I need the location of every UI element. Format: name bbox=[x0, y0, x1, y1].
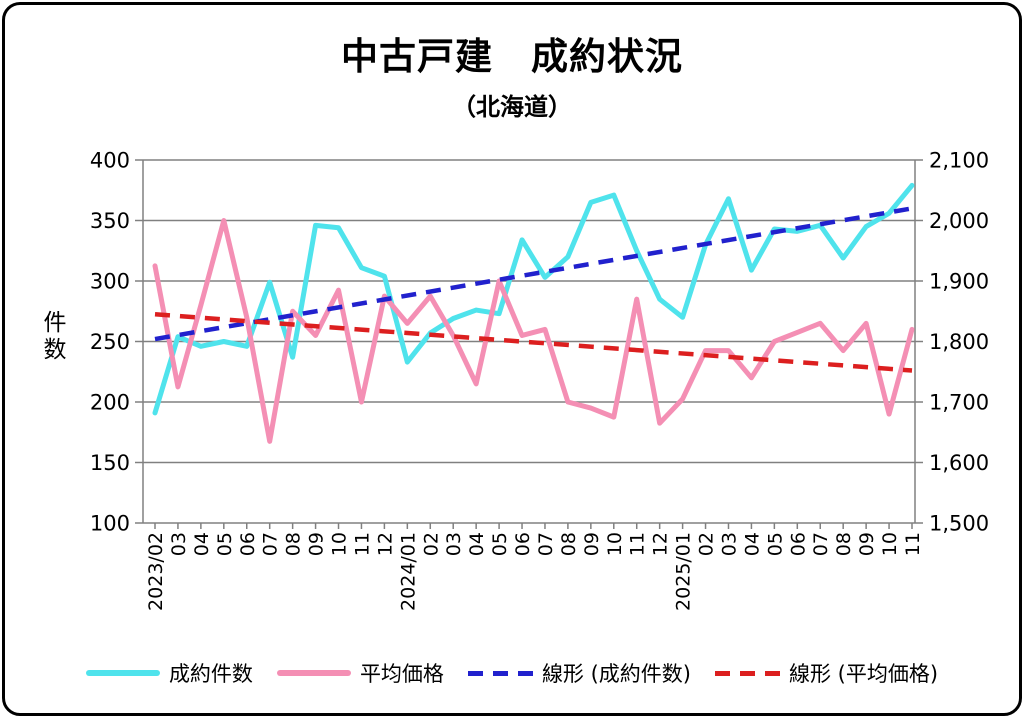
svg-text:1,700: 1,700 bbox=[929, 391, 989, 415]
legend-label-trend-average-price: 線形 (平均価格) bbox=[789, 662, 939, 686]
x-axis-labels: 2023/02 03 04 05 06 07 08 09 10 11 12 2024/01 02 03 04… bbox=[145, 532, 924, 611]
svg-text:08: 08 bbox=[558, 532, 580, 556]
svg-text:06: 06 bbox=[512, 532, 534, 556]
legend-item-trend-contract-count: 線形 (成約件数) bbox=[467, 658, 691, 688]
svg-text:07: 07 bbox=[810, 532, 832, 556]
legend-label-contract-count: 成約件数 bbox=[168, 662, 253, 686]
svg-text:05: 05 bbox=[489, 532, 511, 556]
svg-text:09: 09 bbox=[856, 532, 878, 556]
tick-marks bbox=[135, 159, 923, 529]
svg-text:1,900: 1,900 bbox=[929, 270, 989, 294]
svg-text:10: 10 bbox=[879, 532, 901, 556]
svg-text:05: 05 bbox=[764, 532, 786, 556]
legend-swatch-average-price bbox=[276, 670, 351, 676]
svg-text:12: 12 bbox=[650, 532, 672, 556]
trend-line-3 bbox=[154, 312, 913, 373]
svg-text:1,800: 1,800 bbox=[929, 330, 989, 354]
svg-text:04: 04 bbox=[191, 532, 213, 556]
svg-text:2,000: 2,000 bbox=[929, 209, 989, 233]
svg-text:12: 12 bbox=[374, 532, 396, 556]
svg-text:08: 08 bbox=[283, 532, 305, 556]
svg-text:350: 350 bbox=[90, 209, 130, 233]
svg-text:04: 04 bbox=[741, 532, 763, 556]
svg-text:02: 02 bbox=[696, 532, 718, 556]
svg-text:03: 03 bbox=[168, 532, 190, 556]
svg-text:1,500: 1,500 bbox=[929, 512, 989, 536]
svg-text:09: 09 bbox=[306, 532, 328, 556]
chart-title: 中古戸建 成約状況 bbox=[341, 35, 683, 78]
series-line-1 bbox=[152, 218, 915, 444]
svg-text:10: 10 bbox=[604, 532, 626, 556]
svg-text:300: 300 bbox=[90, 270, 130, 294]
legend-label-average-price: 平均価格 bbox=[359, 662, 444, 686]
svg-text:02: 02 bbox=[420, 532, 442, 556]
svg-text:04: 04 bbox=[466, 532, 488, 556]
legend-swatch-trend-average-price bbox=[715, 670, 780, 676]
svg-text:200: 200 bbox=[90, 391, 130, 415]
svg-text:2023/02: 2023/02 bbox=[145, 532, 167, 611]
legend-item-average-price: 平均価格 bbox=[276, 658, 444, 688]
svg-text:2,100: 2,100 bbox=[929, 149, 989, 173]
legend-label-trend-contract-count: 線形 (成約件数) bbox=[541, 662, 691, 686]
left-axis-tick-labels: 400 350 300 250 200 150 100 bbox=[90, 149, 130, 536]
svg-text:11: 11 bbox=[351, 532, 373, 556]
svg-text:07: 07 bbox=[260, 532, 282, 556]
svg-text:2025/01: 2025/01 bbox=[673, 532, 695, 611]
legend-swatch-trend-contract-count bbox=[467, 670, 533, 676]
svg-text:08: 08 bbox=[833, 532, 855, 556]
svg-text:03: 03 bbox=[443, 532, 465, 556]
svg-text:2024/01: 2024/01 bbox=[397, 532, 419, 611]
svg-text:100: 100 bbox=[90, 512, 130, 536]
svg-text:06: 06 bbox=[237, 532, 259, 556]
legend: 成約件数 平均価格 線形 (成約件数) 線形 (平均価格) bbox=[0, 658, 1024, 688]
left-axis-title: 件数 bbox=[44, 310, 67, 363]
legend-item-trend-average-price: 線形 (平均価格) bbox=[715, 658, 938, 688]
legend-swatch-contract-count bbox=[85, 670, 160, 676]
right-axis-tick-labels: 2,100 2,000 1,900 1,800 1,700 1,600 1,500 bbox=[929, 149, 989, 536]
svg-text:07: 07 bbox=[535, 532, 557, 556]
svg-text:11: 11 bbox=[902, 532, 924, 556]
svg-text:数: 数 bbox=[44, 337, 67, 363]
svg-text:400: 400 bbox=[90, 149, 130, 173]
svg-text:1,600: 1,600 bbox=[929, 451, 989, 475]
svg-text:10: 10 bbox=[329, 532, 351, 556]
svg-text:09: 09 bbox=[581, 532, 603, 556]
series-line-0 bbox=[152, 182, 915, 416]
trend-line-2 bbox=[154, 206, 913, 342]
svg-text:150: 150 bbox=[90, 451, 130, 475]
svg-text:11: 11 bbox=[627, 532, 649, 556]
chart-subtitle: （北海道） bbox=[452, 93, 572, 121]
gridlines bbox=[143, 159, 915, 524]
svg-text:件: 件 bbox=[44, 310, 67, 336]
svg-text:03: 03 bbox=[718, 532, 740, 556]
legend-item-contract-count: 成約件数 bbox=[85, 658, 253, 688]
svg-text:250: 250 bbox=[90, 330, 130, 354]
svg-text:05: 05 bbox=[214, 532, 236, 556]
svg-text:06: 06 bbox=[787, 532, 809, 556]
